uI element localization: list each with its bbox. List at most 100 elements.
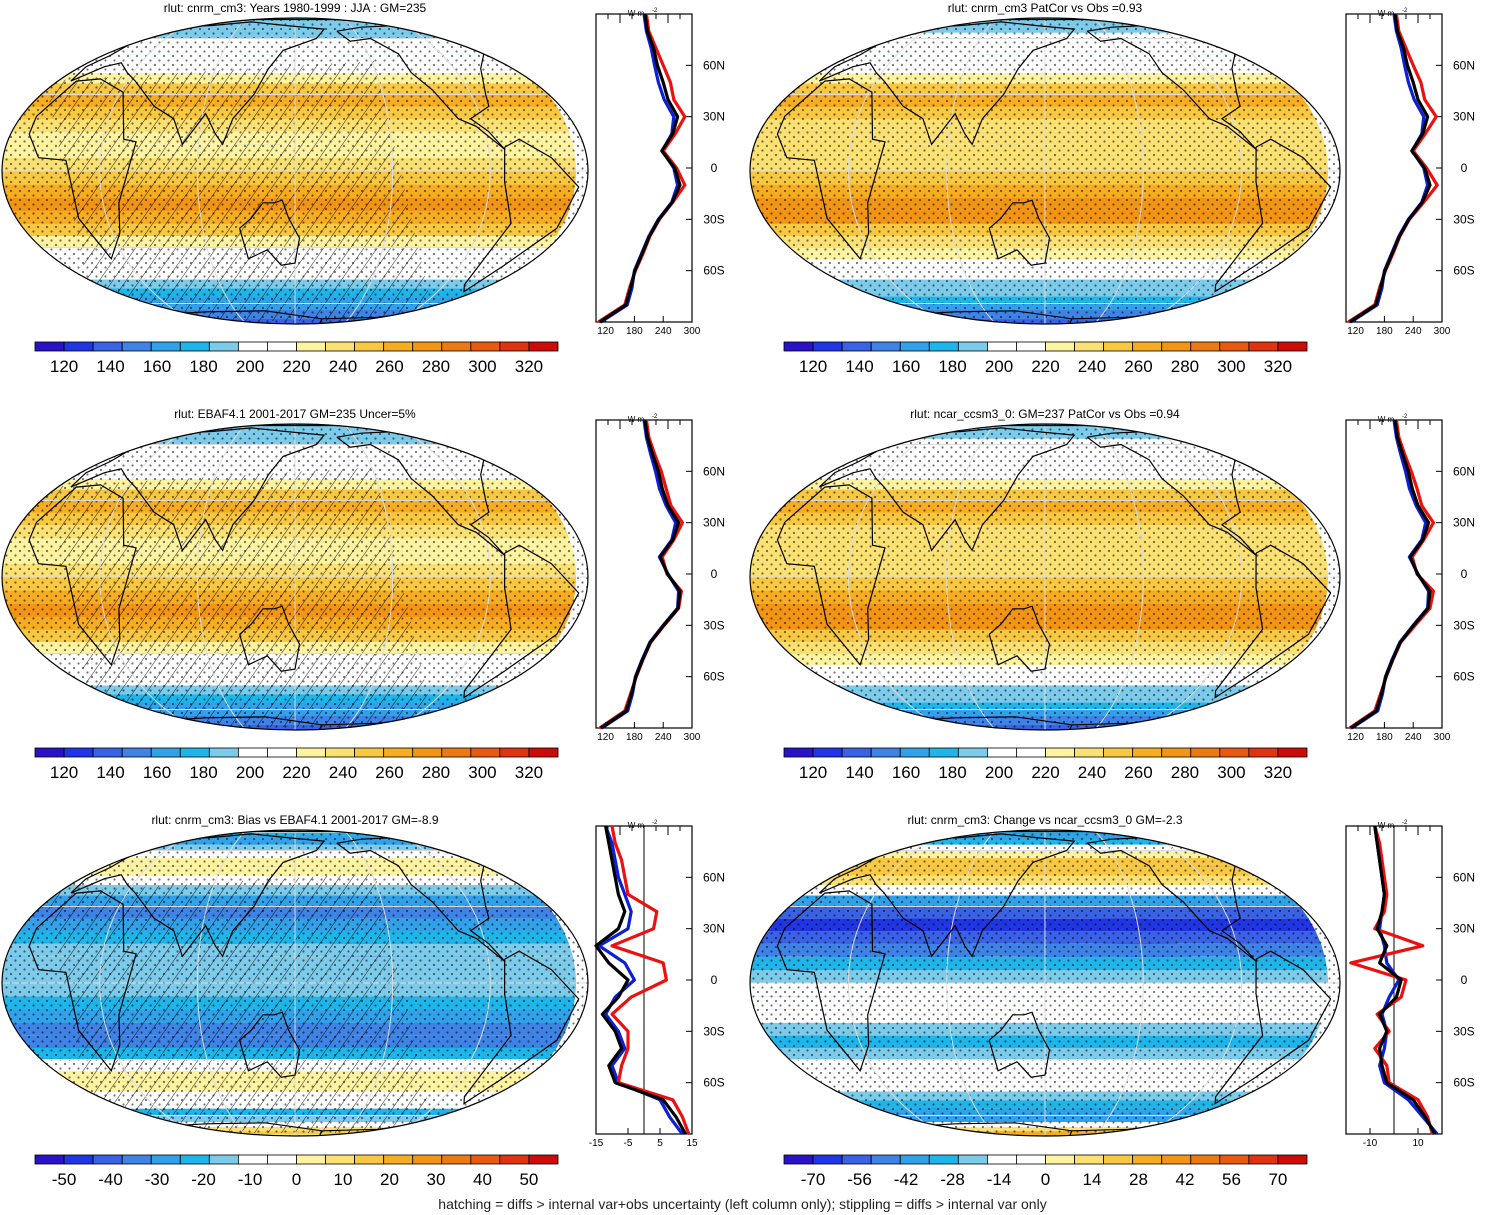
zonal-units: W m bbox=[628, 9, 645, 18]
lat-label: 30N bbox=[1453, 110, 1475, 124]
colorbar-box bbox=[1248, 341, 1279, 352]
map-border bbox=[749, 829, 1341, 1137]
lat-label: 0 bbox=[711, 973, 718, 987]
colorbar-tick-label: 240 bbox=[329, 763, 357, 782]
colorbar: 120 140 160 180 200 220 240 260 280 300 320 bbox=[783, 341, 1308, 376]
colorbar-tick-label: 40 bbox=[473, 1170, 492, 1189]
lat-label: 30S bbox=[703, 1024, 724, 1038]
colorbar-box bbox=[267, 1154, 297, 1165]
colorbar-box bbox=[812, 747, 843, 758]
colorbar: 120 140 160 180 200 220 240 260 280 300 320 bbox=[34, 341, 559, 376]
lat-label: 60S bbox=[703, 1076, 724, 1090]
colorbar-box bbox=[812, 341, 843, 352]
colorbar-tick-label: 0 bbox=[1041, 1170, 1050, 1189]
zonal-units: W m bbox=[1378, 415, 1395, 424]
colorbar-box bbox=[441, 747, 472, 758]
lat-label: 60N bbox=[1453, 464, 1475, 478]
lat-label: 60N bbox=[1453, 58, 1475, 72]
zonal-units: W m bbox=[628, 821, 645, 830]
colorbar-tick-label: 200 bbox=[236, 763, 264, 782]
zonal-panel: W m -2 -15 -5 5 15 60N 30N 0 30S 60S bbox=[589, 820, 725, 1149]
colorbar-box bbox=[179, 747, 210, 758]
map-field bbox=[750, 18, 1340, 324]
colorbar-tick-label: 28 bbox=[1129, 1170, 1148, 1189]
hatching bbox=[45, 467, 435, 727]
zonal-tick-label: 10 bbox=[1412, 1138, 1424, 1149]
colorbar-tick-label: -14 bbox=[987, 1170, 1012, 1189]
colorbar-box bbox=[121, 747, 152, 758]
colorbar-tick-label: 200 bbox=[985, 357, 1013, 376]
colorbar-tick-label: 220 bbox=[1031, 357, 1059, 376]
colorbar-tick-label: 180 bbox=[189, 763, 217, 782]
colorbar-box bbox=[296, 341, 326, 352]
colorbar-box bbox=[441, 341, 472, 352]
zonal-tick-label: 180 bbox=[1376, 732, 1393, 743]
zonal-units-superscript: -2 bbox=[652, 414, 658, 420]
zonal-units-superscript: -2 bbox=[1402, 8, 1408, 14]
colorbar-tick-label: 300 bbox=[468, 357, 496, 376]
lat-label: 0 bbox=[1461, 567, 1468, 581]
colorbar-tick-label: 120 bbox=[799, 357, 827, 376]
colorbar-box bbox=[354, 747, 385, 758]
colorbar-box bbox=[1190, 341, 1221, 352]
colorbar-tick-label: -10 bbox=[238, 1170, 263, 1189]
colorbar-tick-label: 260 bbox=[375, 763, 403, 782]
colorbar-box bbox=[63, 341, 94, 352]
colorbar-box bbox=[63, 747, 94, 758]
colorbar-box bbox=[383, 747, 414, 758]
zonal-tick-label: 300 bbox=[1434, 732, 1451, 743]
colorbar-box bbox=[1074, 1154, 1105, 1165]
zonal-line-ref bbox=[1349, 419, 1432, 730]
lat-label: 30S bbox=[1453, 618, 1474, 632]
zonal-tick-label: 120 bbox=[597, 326, 614, 337]
lat-label: 30S bbox=[703, 618, 724, 632]
colorbar-tick-label: 20 bbox=[380, 1170, 399, 1189]
colorbar-box bbox=[1074, 747, 1105, 758]
zonal-tick-label: -5 bbox=[624, 1138, 633, 1149]
panel-p2: rlut: cnrm_cm3 PatCor vs Obs =0.93 120 140… bbox=[749, 1, 1475, 376]
colorbar-box bbox=[34, 1154, 65, 1165]
colorbar-box bbox=[1103, 1154, 1134, 1165]
colorbar-box bbox=[528, 1154, 559, 1165]
colorbar-box bbox=[1016, 1154, 1046, 1165]
colorbar-tick-label: 280 bbox=[1171, 357, 1199, 376]
zonal-tick-label: 240 bbox=[655, 732, 672, 743]
colorbar-tick-label: 160 bbox=[143, 763, 171, 782]
panel-p5: rlut: cnrm_cm3: Bias vs EBAF4.1 2001-201… bbox=[1, 813, 725, 1189]
hatching bbox=[45, 61, 435, 321]
colorbar-box bbox=[1132, 747, 1163, 758]
zonal-units-superscript: -2 bbox=[1402, 414, 1408, 420]
lat-label: 30N bbox=[703, 110, 725, 124]
colorbar-box bbox=[870, 1154, 901, 1165]
colorbar-tick-label: 30 bbox=[427, 1170, 446, 1189]
colorbar-tick-label: 140 bbox=[96, 763, 124, 782]
colorbar-box bbox=[267, 747, 297, 758]
colorbar-box bbox=[1045, 1154, 1075, 1165]
colorbar: 120 140 160 180 200 220 240 260 280 300 320 bbox=[34, 747, 559, 782]
colorbar-box bbox=[1045, 747, 1075, 758]
zonal-panel: W m -2 120 180 240 300 60N 30N 0 30S 60S bbox=[595, 414, 725, 743]
colorbar-box bbox=[1161, 1154, 1192, 1165]
colorbar-box bbox=[1277, 747, 1308, 758]
colorbar-box bbox=[1132, 1154, 1163, 1165]
colorbar-tick-label: 300 bbox=[1217, 357, 1245, 376]
colorbar-box bbox=[899, 747, 930, 758]
zonal-tick-label: 120 bbox=[1347, 326, 1364, 337]
colorbar: -70 -56 -42 -28 -14 0 14 28 42 56 70 bbox=[783, 1154, 1308, 1189]
colorbar-tick-label: 140 bbox=[845, 763, 873, 782]
colorbar-box bbox=[325, 1154, 356, 1165]
colorbar-tick-label: 260 bbox=[1124, 763, 1152, 782]
colorbar-tick-label: 260 bbox=[1124, 357, 1152, 376]
colorbar-tick-label: -30 bbox=[145, 1170, 170, 1189]
colorbar-tick-label: 260 bbox=[375, 357, 403, 376]
lat-label: 60N bbox=[703, 464, 725, 478]
colorbar-tick-label: 220 bbox=[282, 357, 310, 376]
zonal-tick-label: 120 bbox=[597, 732, 614, 743]
colorbar-box bbox=[957, 341, 988, 352]
colorbar-tick-label: -42 bbox=[894, 1170, 919, 1189]
lat-label: 60S bbox=[703, 264, 724, 278]
colorbar-tick-label: 120 bbox=[799, 763, 827, 782]
lat-label: 60S bbox=[703, 670, 724, 684]
colorbar-box bbox=[34, 341, 65, 352]
colorbar-tick-label: 140 bbox=[96, 357, 124, 376]
